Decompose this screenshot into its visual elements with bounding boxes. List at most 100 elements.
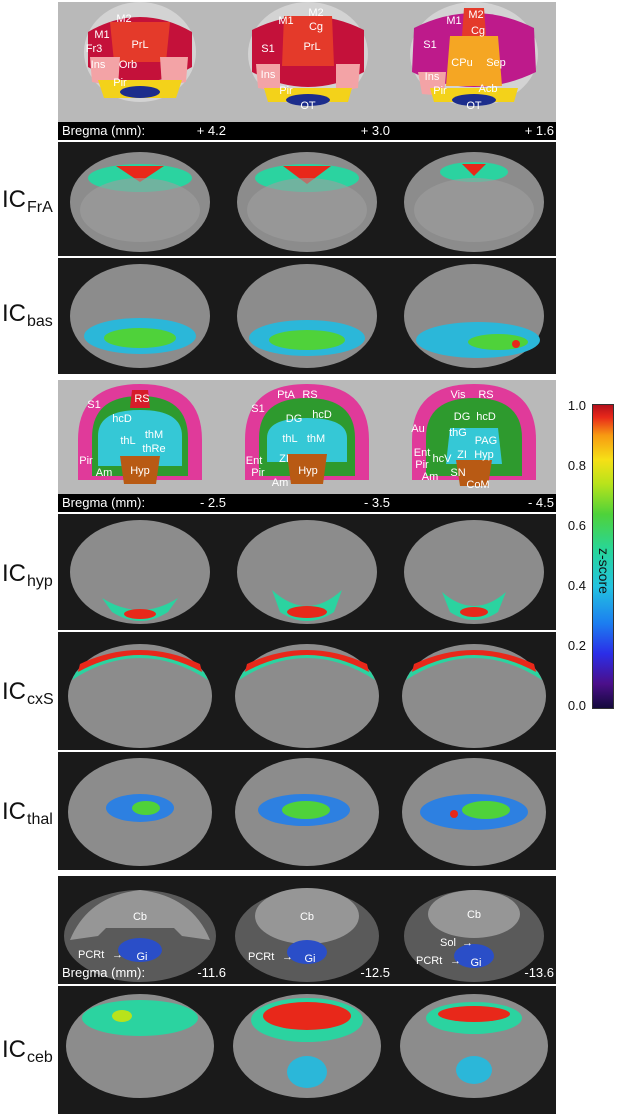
colorbar-tick: 0.4 [567,578,586,593]
bregma-value: + 3.0 [360,123,390,138]
atlas-label: S1 [423,39,436,51]
mri-fra-figure [70,152,544,252]
colorbar [592,404,614,709]
colorbar-tick: 0.6 [567,518,586,533]
colorbar-tick: 0.8 [567,458,586,473]
atlas-label: CoM [466,479,489,491]
mri-ceb-figure [66,994,548,1098]
atlas-label: Hyp [130,465,150,477]
atlas-label: thL [282,433,297,445]
atlas-slice-minus-12-5: Cb PCRt → Gi [235,888,379,982]
atlas-label: Orb [119,59,137,71]
bregma-value: + 4.2 [196,123,226,138]
atlas-label: thRe [142,443,165,455]
bregma-value: -13.6 [524,965,554,980]
mri-bas-figure [70,264,544,368]
atlas-label: S1 [87,399,100,411]
atlas-label: Cg [309,21,323,33]
atlas-label: M1 [278,15,293,27]
atlas-label: thL [120,435,135,447]
atlas-label: ZI [457,449,467,461]
bregma-value: + 1.6 [524,123,554,138]
mri-panel-hyp [58,514,556,630]
atlas-label: Ins [425,71,440,83]
atlas-label: Vis [450,389,466,401]
ic-label-bas: ICbas [2,300,53,330]
mri-panel-bas [58,258,556,374]
atlas-label: Acb [479,83,498,95]
atlas-label: Am [422,471,439,483]
atlas-label: Hyp [474,449,494,461]
atlas-label: M1 [446,15,461,27]
atlas-slice-minus-13-6: Cb Sol → PCRt → Gi [404,890,544,982]
mri-cxs-figure [68,644,546,748]
atlas-label: hcD [476,411,496,423]
colorbar-tick: 0.2 [567,638,586,653]
atlas-label: M2 [116,13,131,25]
atlas-slice-minus-2-5: S1 RS hcD thM thL thRe Pir Am Hyp [78,384,202,484]
atlas-cerebellar-figure: Cb PCRt → Gi Cb PCRt → Gi Cb Sol → PCRt … [64,888,544,982]
atlas-mid-figure: S1 RS hcD thM thL thRe Pir Am Hyp PtA RS… [58,380,556,494]
atlas-slice-4-2: M1 M2 Fr3 PrL Ins Orb Pir [84,2,196,102]
bregma-row-rostral: Bregma (mm): + 4.2 + 3.0 + 1.6 [58,122,556,140]
bregma-value: - 2.5 [199,495,226,510]
atlas-label: thM [307,433,325,445]
atlas-label: RS [134,393,149,405]
atlas-label: RS [302,389,317,401]
atlas-label: Sol [440,937,456,949]
atlas-label: Cb [133,911,147,923]
bregma-row-mid: Bregma (mm): - 2.5 - 3.5 - 4.5 [58,494,556,512]
atlas-label: PCRt [416,955,442,967]
atlas-slice-minus-11-6: Cb PCRt → Gi [64,890,216,982]
atlas-label: M2 [468,9,483,21]
atlas-label: Ent [414,447,431,459]
atlas-label: Pir [251,467,265,479]
atlas-label: Pir [79,455,93,467]
atlas-label: Gi [471,957,482,969]
atlas-label: thG [449,427,467,439]
right-arrow-icon: → [462,937,473,949]
ic-label-fra: ICFrA [2,186,53,216]
colorbar-tick: 0.0 [567,698,586,713]
atlas-slice-3-0: M1 M2 Cg S1 PrL Ins Pir OT [248,2,368,112]
mri-panel-thal [58,752,556,870]
mri-panel-cxs [58,632,556,750]
right-arrow-icon: → [450,955,461,967]
atlas-slice-1-6: M1 M2 Cg S1 CPu Sep Ins Pir Acb OT [410,2,538,112]
atlas-label: PrL [303,41,320,53]
atlas-label: hcV [433,453,453,465]
mri-panel-ceb [58,986,556,1114]
right-arrow-icon: → [282,951,293,963]
atlas-label: OT [300,100,316,112]
atlas-label: Cg [471,25,485,37]
atlas-label: Ins [91,59,106,71]
bregma-value: - 4.5 [527,495,554,510]
atlas-label: PCRt [78,949,104,961]
atlas-label: ZI [279,453,289,465]
colorbar-tick: 1.0 [567,398,586,413]
colorbar-title: z-score [596,548,612,594]
atlas-label: DG [454,411,471,423]
atlas-label: OT [466,100,482,112]
atlas-label: Gi [137,951,148,963]
atlas-label: PCRt [248,951,274,963]
right-arrow-icon: → [112,949,123,961]
atlas-label: M2 [308,7,323,19]
atlas-panel-mid: S1 RS hcD thM thL thRe Pir Am Hyp PtA RS… [58,380,556,494]
atlas-label: Ins [261,69,276,81]
atlas-label: Ent [246,455,263,467]
atlas-label: Pir [415,459,429,471]
atlas-slice-minus-3-5: PtA RS S1 DG hcD thM thL ZI Ent Pir Am H… [245,384,369,489]
atlas-label: Am [272,477,289,489]
atlas-label: Au [411,423,424,435]
atlas-label: hcD [112,413,132,425]
mri-hyp-figure [70,520,544,624]
ic-label-thal: ICthal [2,798,53,828]
atlas-label: hcD [312,409,332,421]
atlas-label: S1 [251,403,264,415]
atlas-label: Pir [279,85,293,97]
bregma-label: Bregma (mm): [62,495,146,510]
atlas-label: Pir [113,77,127,89]
atlas-label: Sep [486,57,506,69]
atlas-panel-rostral: M1 M2 Fr3 PrL Ins Orb Pir M1 M2 Cg S1 Pr… [58,2,556,124]
